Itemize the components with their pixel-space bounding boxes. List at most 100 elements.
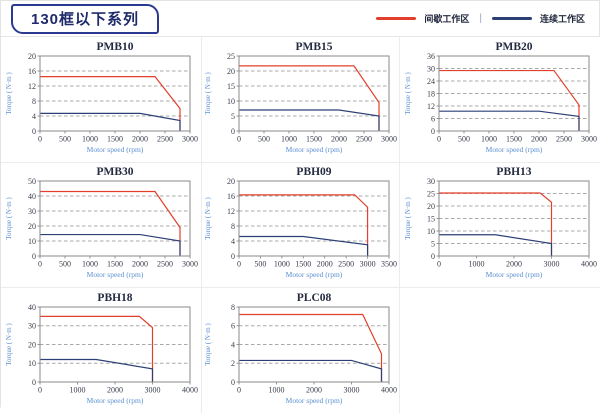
intermittent-zone-line bbox=[239, 64, 380, 131]
x-tick-label: 500 bbox=[458, 134, 470, 143]
y-tick-label: 24 bbox=[427, 76, 435, 85]
continuous-zone-line bbox=[438, 110, 580, 131]
y-tick-label: 10 bbox=[28, 359, 36, 368]
x-axis-label: Motor speed (rpm) bbox=[86, 145, 143, 154]
y-tick-label: 20 bbox=[28, 51, 36, 60]
x-tick-label: 2500 bbox=[556, 134, 572, 143]
y-tick-label: 0 bbox=[431, 126, 435, 135]
x-tick-label: 1000 bbox=[69, 385, 85, 394]
chart-grid: PMB10 0 500 1000 1500 2000 2500 3000 0 4 8 12 16 20 Mo… bbox=[1, 37, 600, 413]
y-tick-label: 20 bbox=[227, 66, 235, 75]
y-tick-label: 0 bbox=[32, 377, 36, 386]
y-axis-label: Torque ( N·m ) bbox=[204, 197, 212, 240]
y-tick-label: 0 bbox=[231, 126, 235, 135]
x-tick-label: 0 bbox=[38, 134, 42, 143]
x-tick-label: 1500 bbox=[107, 260, 123, 269]
y-tick-label: 16 bbox=[28, 66, 36, 75]
x-tick-label: 2000 bbox=[506, 260, 522, 269]
legend: 间歇工作区 | 连续工作区 bbox=[376, 12, 585, 25]
y-tick-label: 4 bbox=[231, 237, 235, 246]
empty-cell bbox=[400, 288, 600, 413]
chart-cell-pmb10: PMB10 0 500 1000 1500 2000 2500 3000 0 4 8 12 16 20 Mo… bbox=[1, 37, 202, 163]
y-tick-label: 20 bbox=[427, 202, 435, 211]
chart-title: PMB10 bbox=[96, 41, 133, 53]
chart-title: PMB15 bbox=[295, 41, 332, 53]
y-axis-label: Torque ( N·m ) bbox=[404, 197, 412, 240]
y-tick-label: 12 bbox=[427, 101, 435, 110]
y-tick-label: 4 bbox=[231, 340, 235, 349]
y-tick-label: 6 bbox=[431, 114, 435, 123]
x-tick-label: 4000 bbox=[381, 385, 397, 394]
continuous-zone-line bbox=[39, 233, 181, 256]
y-tick-label: 0 bbox=[231, 377, 235, 386]
continuous-zone-line bbox=[39, 112, 181, 131]
x-tick-label: 1500 bbox=[295, 260, 311, 269]
chart-cell-pbh09: PBH09 0 500 1000 1500 2000 2500 3000 3500 0 4 8 12 16… bbox=[202, 163, 400, 288]
continuous-zone-line bbox=[239, 359, 383, 382]
x-tick-label: 4000 bbox=[581, 260, 597, 269]
x-tick-label: 1000 bbox=[82, 260, 98, 269]
y-tick-label: 15 bbox=[227, 81, 235, 90]
y-tick-label: 12 bbox=[28, 81, 36, 90]
x-tick-label: 4000 bbox=[182, 385, 198, 394]
chart-title: PMB30 bbox=[96, 166, 133, 178]
y-tick-label: 5 bbox=[231, 111, 235, 120]
chart-cell-pbh13: PBH13 0 1000 2000 3000 4000 0 5 10 15 20 25 30 Motor … bbox=[400, 163, 600, 288]
y-tick-label: 2 bbox=[231, 359, 235, 368]
y-tick-label: 10 bbox=[427, 227, 435, 236]
x-tick-label: 500 bbox=[59, 260, 71, 269]
continuous-zone-line bbox=[39, 358, 153, 382]
y-tick-label: 50 bbox=[28, 177, 36, 186]
x-tick-label: 2500 bbox=[157, 260, 173, 269]
intermittent-zone-line bbox=[438, 69, 580, 131]
x-axis-label: Motor speed (rpm) bbox=[86, 396, 143, 405]
x-tick-label: 3000 bbox=[182, 260, 198, 269]
y-tick-label: 40 bbox=[28, 192, 36, 201]
x-tick-label: 1000 bbox=[82, 134, 98, 143]
series-title-badge: 130框以下系列 bbox=[11, 3, 160, 34]
x-tick-label: 2000 bbox=[107, 385, 123, 394]
y-tick-label: 0 bbox=[32, 126, 36, 135]
y-tick-label: 8 bbox=[231, 222, 235, 231]
y-tick-label: 10 bbox=[28, 237, 36, 246]
y-tick-label: 15 bbox=[427, 214, 435, 223]
y-tick-label: 0 bbox=[231, 252, 235, 261]
intermittent-zone-line bbox=[39, 315, 153, 382]
y-tick-label: 30 bbox=[427, 177, 435, 186]
y-tick-label: 30 bbox=[427, 64, 435, 73]
y-tick-label: 40 bbox=[28, 302, 36, 311]
x-axis-label: Motor speed (rpm) bbox=[286, 145, 343, 154]
x-tick-label: 1500 bbox=[506, 134, 522, 143]
chart-canvas-pmb30: PMB30 0 500 1000 1500 2000 2500 3000 0 10 20 30 40 50… bbox=[5, 166, 198, 279]
chart-title: PBH13 bbox=[496, 166, 531, 178]
intermittent-zone-line bbox=[239, 194, 369, 256]
chart-canvas-pbh18: PBH18 0 1000 2000 3000 4000 0 10 20 30 40 Motor spe… bbox=[5, 292, 198, 405]
chart-cell-pmb15: PMB15 0 500 1000 1500 2000 2500 3000 0 5 10 15 20 25 M… bbox=[202, 37, 400, 163]
intermittent-zone-line bbox=[39, 190, 181, 256]
y-tick-label: 0 bbox=[431, 252, 435, 261]
y-tick-label: 4 bbox=[32, 111, 36, 120]
x-tick-label: 1000 bbox=[269, 385, 285, 394]
x-tick-label: 2000 bbox=[132, 260, 148, 269]
continuous-zone-line bbox=[239, 235, 369, 256]
x-tick-label: 1500 bbox=[107, 134, 123, 143]
x-tick-label: 1000 bbox=[468, 260, 484, 269]
x-tick-label: 2000 bbox=[306, 385, 322, 394]
x-tick-label: 1500 bbox=[306, 134, 322, 143]
plot-frame bbox=[238, 180, 390, 257]
chart-title: PLC08 bbox=[297, 292, 332, 304]
chart-title: PBH09 bbox=[296, 166, 331, 178]
continuous-line-icon bbox=[491, 17, 532, 20]
x-axis-label: Motor speed (rpm) bbox=[485, 270, 542, 279]
y-tick-label: 25 bbox=[427, 189, 435, 198]
legend-intermittent-label: 间歇工作区 bbox=[424, 14, 470, 24]
x-tick-label: 1000 bbox=[281, 134, 297, 143]
y-tick-label: 10 bbox=[227, 96, 235, 105]
legend-separator: | bbox=[479, 13, 482, 24]
x-tick-label: 2500 bbox=[338, 260, 354, 269]
y-tick-label: 5 bbox=[431, 239, 435, 248]
x-tick-label: 0 bbox=[437, 260, 441, 269]
chart-cell-plc08: PLC08 0 1000 2000 3000 4000 0 2 4 6 8 Motor speed (… bbox=[202, 288, 400, 413]
x-tick-label: 3500 bbox=[381, 260, 397, 269]
chart-cell-pmb30: PMB30 0 500 1000 1500 2000 2500 3000 0 10 20 30 40 50… bbox=[1, 163, 202, 288]
